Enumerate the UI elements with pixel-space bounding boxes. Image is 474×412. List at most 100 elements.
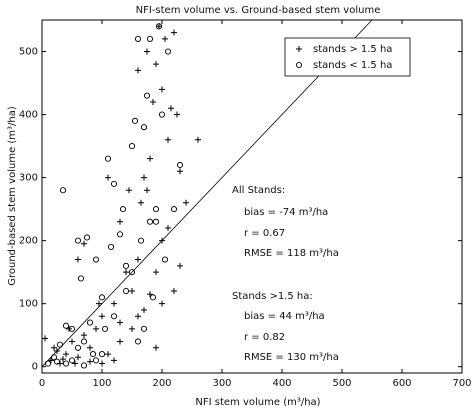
point [131,117,139,124]
point [54,347,60,354]
point [134,338,142,345]
point [174,111,180,118]
point [72,360,78,367]
point [92,256,100,263]
point [105,174,111,181]
point [183,199,189,206]
point [59,187,67,194]
point [171,29,177,36]
point [101,325,109,332]
point [168,105,174,112]
y-tick-label: 300 [19,173,38,184]
point [159,86,165,93]
y-axis-label: Ground-based stem volume (m³/ha) [7,106,18,286]
annotation: RMSE = 118 m³/ha [244,248,339,259]
x-tick-label: 0 [39,378,45,389]
point [195,136,201,143]
point [171,288,177,295]
point [80,338,88,345]
x-tick-label: 500 [332,378,351,389]
identity-line [41,19,373,367]
y-tick-label: 100 [19,299,38,310]
point [177,262,183,269]
point [98,294,106,301]
point [146,35,154,42]
point [87,344,93,351]
point [83,234,91,241]
y-tick-label: 200 [19,236,38,247]
annotation: RMSE = 130 m³/ha [244,352,339,363]
x-tick-label: 700 [452,378,471,389]
point [122,288,130,295]
point [141,306,147,313]
point [53,358,61,365]
x-axis-label: NFI stem volume (m³/ha) [195,397,320,408]
point [51,344,57,351]
point [75,256,81,263]
point [117,218,123,225]
legend-marker [296,46,302,52]
point [155,23,163,30]
point [75,354,81,361]
annotation: bias = -74 m³/ha [244,207,328,218]
point [122,262,130,269]
point [141,174,147,181]
point [161,256,169,263]
point [93,325,99,332]
annotation: bias = 44 m³/ha [244,311,325,322]
point [119,206,127,213]
point [135,67,141,74]
point [80,362,88,369]
y-tick-label: 500 [19,47,38,58]
point [162,35,168,42]
point [128,143,136,150]
point [105,351,111,358]
point [144,48,150,55]
annotation: r = 0.82 [244,332,285,343]
point [129,325,135,332]
point [96,300,102,307]
point [152,218,160,225]
point [68,357,76,364]
point [87,358,93,365]
point [156,23,162,30]
point [42,335,48,342]
point [107,243,115,250]
point [69,338,75,345]
point [56,341,64,348]
point [177,168,183,175]
point [98,351,106,358]
point [92,357,100,364]
point [117,338,123,345]
chart-title: NFI-stem volume vs. Ground-based stem vo… [136,5,381,16]
point [138,199,144,206]
point [146,218,154,225]
point [150,98,156,105]
plot-frame [41,19,463,374]
point [110,313,118,320]
point [44,360,52,367]
point [123,269,129,276]
point [111,300,117,307]
point [77,275,85,282]
point [68,325,76,332]
point [99,313,105,320]
point [110,180,118,187]
point [147,155,153,162]
y-tick-label: 400 [19,110,38,121]
point [134,35,142,42]
annotation: r = 0.67 [244,228,285,239]
point [111,357,117,364]
point [135,313,141,320]
point [81,332,87,339]
point [60,356,66,363]
point [176,161,184,169]
point [140,325,148,332]
point [158,111,166,118]
point [149,294,157,301]
point [144,187,150,194]
point [147,291,153,298]
point [81,240,87,247]
point [140,124,148,131]
